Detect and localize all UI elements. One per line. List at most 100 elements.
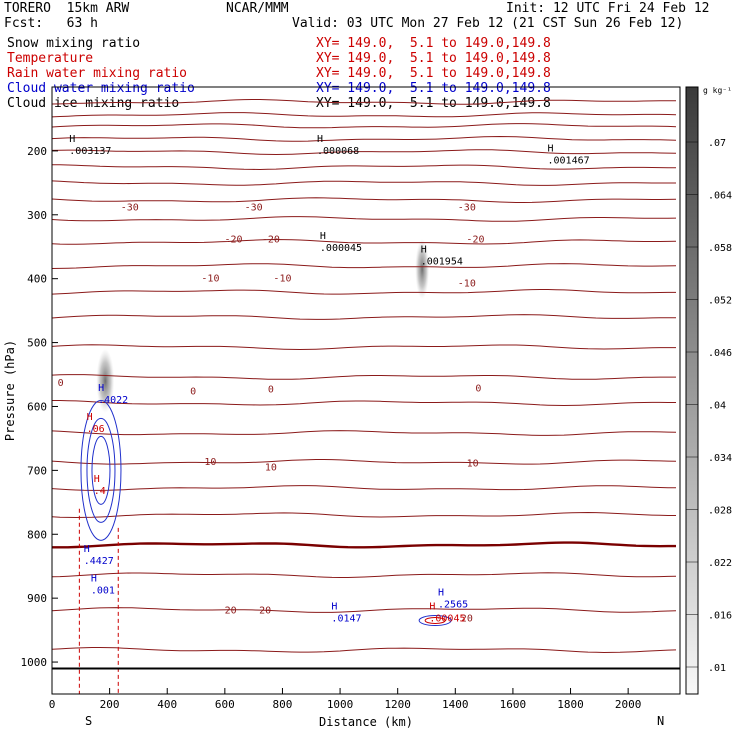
y-tick-label: 400: [27, 273, 47, 286]
x-tick-label: 1800: [557, 698, 584, 711]
shaded-maximum: [415, 239, 430, 300]
colorbar-label: .046: [708, 348, 732, 359]
cloud-water-contour: [86, 417, 116, 523]
colorbar-unit: g kg⁻¹: [703, 86, 732, 95]
high-value-label: .003137: [69, 146, 111, 157]
x-tick-label: 0: [49, 698, 56, 711]
y-tick-label: 200: [27, 145, 47, 158]
isotherm-line: [51, 430, 677, 436]
y-tick-label: 800: [27, 528, 47, 541]
colorbar: [685, 86, 699, 695]
plot-frame: [51, 86, 681, 695]
high-marker: H: [547, 143, 553, 154]
high-marker: H: [331, 602, 337, 613]
isotherm-line: [51, 572, 677, 578]
high-value-label: .2565: [438, 600, 468, 611]
colorbar-label: .07: [708, 138, 726, 149]
isotherm-line: [51, 511, 676, 519]
field-name-cloud-ice: Cloud ice mixing ratio: [7, 96, 180, 111]
isotherm-line: [51, 180, 676, 186]
field-xy-cloud-water: XY= 149.0, 5.1 to 149.0,149.8: [316, 81, 551, 96]
high-value-label: .0147: [331, 614, 361, 625]
high-marker: H: [320, 231, 326, 242]
isotherm-label: 0: [58, 378, 64, 389]
colorbar-label: .022: [708, 558, 732, 569]
high-marker: H: [98, 383, 104, 394]
high-marker: H: [317, 134, 323, 145]
isotherm-line: [51, 374, 676, 380]
isotherm-line: [51, 164, 676, 171]
isotherm-label: -30: [121, 202, 139, 213]
x-end-label-south: S: [85, 714, 92, 728]
x-end-label-north: N: [657, 714, 664, 728]
isotherm-line: [51, 99, 677, 105]
init-time: Init: 12 UTC Fri 24 Feb 12: [506, 1, 710, 16]
isotherm-label: -30: [458, 202, 476, 213]
high-value-label: .000068: [317, 146, 359, 157]
high-marker: H: [84, 544, 90, 555]
y-tick-label: 700: [27, 464, 47, 477]
y-tick-label: 300: [27, 209, 47, 222]
colorbar-label: .01: [708, 663, 726, 674]
high-value-label: .4: [94, 486, 106, 497]
valid-time: Valid: 03 UTC Mon 27 Feb 12 (21 CST Sun …: [292, 16, 684, 31]
y-tick-label: 900: [27, 592, 47, 605]
x-tick-label: 2000: [615, 698, 642, 711]
isotherm-line: [51, 459, 677, 465]
x-tick-label: 800: [273, 698, 293, 711]
field-name-cloud-water: Cloud water mixing ratio: [7, 81, 195, 96]
field-xy-rain: XY= 149.0, 5.1 to 149.0,149.8: [316, 66, 551, 81]
isotherm-label: -20: [262, 234, 280, 245]
isotherm-line: [51, 216, 677, 222]
colorbar-label: .052: [708, 296, 732, 307]
isotherm-label: -20: [466, 234, 484, 245]
isotherm-line: [51, 485, 677, 491]
high-marker: H: [429, 602, 435, 613]
isotherm-line: [51, 238, 677, 245]
isotherm-label: 10: [265, 463, 277, 474]
field-name-rain: Rain water mixing ratio: [7, 66, 188, 81]
cloud-water-contour: [80, 399, 122, 541]
isotherm-line: [51, 314, 676, 320]
isotherm-label: 0: [190, 387, 196, 398]
isotherm-label: 10: [467, 459, 479, 470]
isotherm-label: -10: [273, 273, 291, 284]
isotherm-line: [51, 135, 677, 142]
field-xy-temperature: XY= 149.0, 5.1 to 149.0,149.8: [316, 51, 551, 66]
model-title: TORERO 15km ARW: [4, 1, 130, 16]
isotherm-line: [52, 400, 676, 407]
x-axis-label: Distance (km): [319, 715, 413, 729]
x-tick-label: 200: [100, 698, 120, 711]
high-value-label: .001: [91, 585, 115, 596]
isotherm-label: 20: [461, 613, 473, 624]
colorbar-label: .058: [708, 243, 732, 254]
isotherm-line: [51, 197, 677, 203]
high-value-label: .000045: [320, 243, 362, 254]
colorbar-label: .04: [708, 401, 726, 412]
high-value-label: .4427: [84, 556, 114, 567]
isotherm-line: [51, 344, 676, 351]
isotherm-line: [51, 123, 677, 129]
high-marker: H: [69, 134, 75, 145]
isotherm-label: 10: [204, 457, 216, 468]
x-tick-label: 1000: [327, 698, 354, 711]
y-tick-label: 500: [27, 337, 47, 350]
high-value-label: .001954: [421, 256, 463, 267]
isotherm-line: [51, 647, 677, 654]
high-value-label: .06: [87, 424, 105, 435]
high-value-label: .00045: [429, 614, 465, 625]
cloud-water-contour: [418, 615, 452, 627]
high-value-label: .4022: [98, 395, 128, 406]
x-tick-label: 400: [157, 698, 177, 711]
isotherm-label: -20: [224, 234, 242, 245]
high-marker: H: [94, 474, 100, 485]
isotherm-line: [51, 289, 676, 295]
field-name-snow: Snow mixing ratio: [7, 36, 141, 51]
isotherm-label: 20: [259, 606, 271, 617]
isotherm-label: -30: [245, 202, 263, 213]
isotherm-line: [52, 541, 676, 549]
forecast-hour: Fcst: 63 h: [4, 16, 98, 31]
isotherm-line: [51, 149, 677, 156]
colorbar-label: .028: [708, 506, 732, 517]
